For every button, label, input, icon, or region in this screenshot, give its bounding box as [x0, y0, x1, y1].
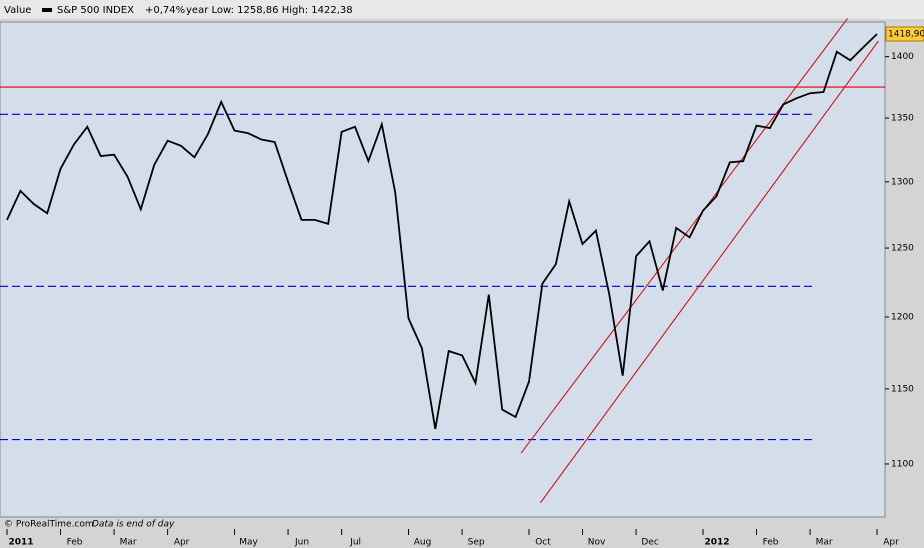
price-line — [6, 33, 878, 430]
x-tick-label: Mar — [120, 538, 137, 548]
x-tick-label: Apr — [883, 538, 899, 548]
y-tick-label: 1300 — [891, 177, 914, 187]
x-tick-label: 2011 — [8, 538, 33, 548]
x-tick-label: Feb — [67, 538, 83, 548]
y-tick-label: 1350 — [891, 114, 914, 124]
header-bar — [0, 0, 924, 19]
y-tick-label: 1250 — [891, 244, 914, 254]
x-tick-label: 2012 — [704, 538, 729, 548]
x-tick-label: Dec — [641, 538, 658, 548]
x-tick-label: Oct — [535, 538, 551, 548]
header-change: +0,74% — [145, 5, 185, 16]
trend-line — [520, 18, 848, 454]
x-tick-label: Jul — [349, 538, 361, 548]
legend-swatch — [42, 8, 52, 12]
plot-area — [0, 21, 886, 518]
last-value-label: 1418,90 — [888, 29, 924, 39]
last-value-box — [885, 26, 924, 42]
x-tick-label: Aug — [414, 538, 432, 548]
header-range: year Low: 1258,86 High: 1422,38 — [186, 5, 353, 16]
y-tick-label: 1100 — [891, 459, 914, 469]
x-tick-label: Feb — [763, 538, 779, 548]
x-tick-label: Sep — [468, 538, 485, 548]
trend-line — [539, 40, 879, 504]
x-tick-label: Apr — [174, 538, 190, 548]
x-tick-label: Nov — [588, 538, 606, 548]
x-tick-label: Jun — [294, 538, 309, 548]
x-tick-label: May — [239, 538, 258, 548]
header-label: Value — [4, 5, 31, 16]
x-tick-label: Mar — [816, 538, 833, 548]
footer-note: Data is end of day — [92, 520, 175, 530]
footer-source: © ProRealTime.com — [4, 520, 94, 530]
y-tick-label: 1400 — [891, 52, 914, 62]
y-tick-label: 1200 — [891, 313, 914, 323]
y-tick-label: 1150 — [891, 384, 914, 394]
header-name: S&P 500 INDEX — [57, 5, 134, 16]
